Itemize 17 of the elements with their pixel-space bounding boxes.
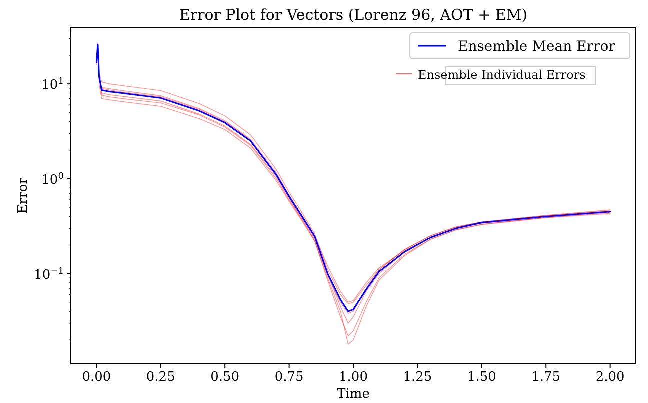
x-tick-label: 2.00 bbox=[596, 370, 625, 385]
y-tick-label: 10$^{0}$ bbox=[42, 172, 64, 188]
y-tick-label: 10$^{−1}$ bbox=[34, 266, 64, 283]
x-tick-label: 0.75 bbox=[274, 370, 304, 385]
x-tick-label: 1.50 bbox=[467, 370, 496, 385]
legend-label: Ensemble Mean Error bbox=[458, 39, 616, 55]
x-tick-label: 0.50 bbox=[210, 370, 240, 385]
x-tick-label: 1.75 bbox=[532, 370, 561, 385]
x-tick-label: 0.25 bbox=[146, 370, 176, 385]
chart-title: Error Plot for Vectors (Lorenz 96, AOT + EM) bbox=[179, 6, 528, 24]
x-axis-title: Time bbox=[337, 387, 370, 402]
legend-label: Ensemble Individual Errors bbox=[418, 68, 586, 82]
x-tick-label: 1.25 bbox=[403, 370, 432, 385]
x-tick-label: 0.00 bbox=[82, 370, 112, 385]
x-tick-label: 1.00 bbox=[339, 370, 368, 385]
y-tick-label: 10$^{1}$ bbox=[42, 77, 64, 94]
y-axis-title: Error bbox=[16, 177, 31, 214]
